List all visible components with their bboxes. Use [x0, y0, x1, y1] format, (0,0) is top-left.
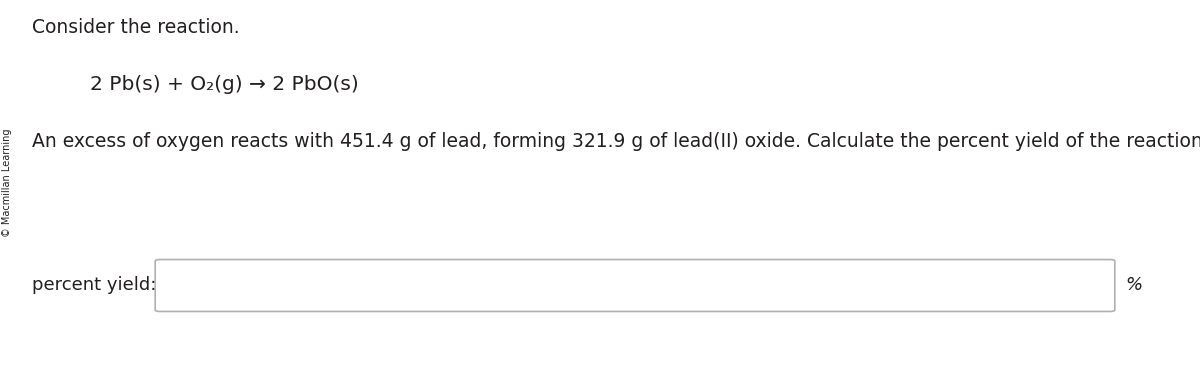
Text: %: % — [1126, 276, 1142, 295]
Text: Consider the reaction.: Consider the reaction. — [32, 18, 240, 37]
Text: percent yield:: percent yield: — [32, 276, 156, 295]
Text: 2 Pb(s) + O₂(g) → 2 PbO(s): 2 Pb(s) + O₂(g) → 2 PbO(s) — [90, 75, 359, 94]
Text: An excess of oxygen reacts with 451.4 g of lead, forming 321.9 g of lead(II) oxi: An excess of oxygen reacts with 451.4 g … — [32, 132, 1200, 151]
Text: © Macmillan Learning: © Macmillan Learning — [2, 129, 12, 237]
